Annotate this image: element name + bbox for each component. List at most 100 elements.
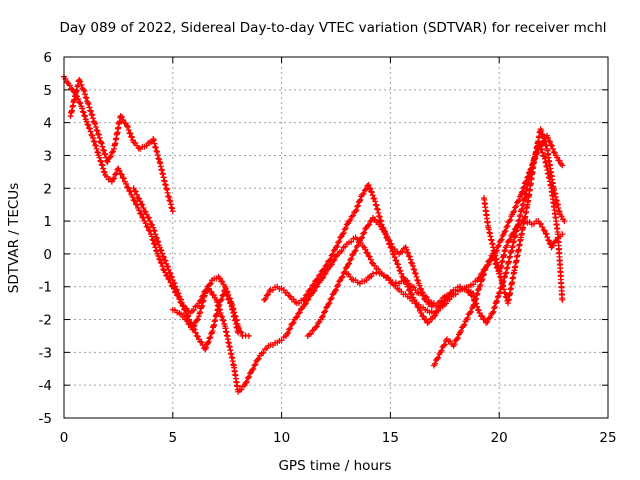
data-point-track-b: [80, 86, 87, 93]
data-point-track-e: [376, 213, 383, 220]
data-point-track-f: [367, 218, 374, 225]
data-point-track-a: [111, 175, 118, 182]
data-point-track-c: [160, 254, 167, 261]
data-point-track-j: [493, 299, 500, 306]
data-point-track-c: [193, 332, 200, 339]
data-point-track-f: [323, 304, 330, 311]
data-point-track-a: [252, 361, 259, 368]
data-point-track-e: [393, 257, 400, 264]
data-point-track-a: [218, 313, 225, 320]
data-point-track-a: [99, 162, 106, 169]
data-point-track-a: [286, 326, 293, 333]
data-point-track-d: [201, 293, 208, 300]
data-point-track-a: [137, 210, 144, 217]
data-point-track-e: [308, 286, 315, 293]
data-point-track-a: [260, 349, 267, 356]
data-point-track-j: [483, 319, 490, 326]
data-point-track-c: [182, 306, 189, 313]
data-point-track-c: [192, 329, 199, 336]
data-point-track-f: [362, 225, 369, 232]
data-point-track-f: [322, 308, 329, 315]
data-point-track-b: [77, 78, 84, 85]
data-point-track-c: [143, 211, 150, 218]
data-point-track-d: [231, 312, 238, 319]
data-point-track-a: [126, 187, 133, 194]
data-point-track-a: [278, 337, 285, 344]
data-point-track-d: [233, 317, 240, 324]
data-point-track-h: [487, 256, 494, 263]
data-point-track-a: [217, 309, 224, 316]
data-point-track-f: [408, 259, 415, 266]
x-tick-label: 0: [60, 430, 69, 446]
data-point-track-a: [144, 224, 151, 231]
data-point-track-d: [231, 309, 238, 316]
data-point-track-a: [287, 325, 294, 332]
data-point-track-b: [87, 108, 94, 115]
x-tick-label: 5: [169, 430, 178, 446]
data-point-track-j: [535, 139, 542, 146]
data-point-track-c: [151, 228, 158, 235]
data-point-track-f: [328, 295, 335, 302]
data-point-track-a: [95, 149, 102, 156]
data-point-track-e: [374, 206, 381, 213]
data-point-track-c: [155, 238, 162, 245]
data-point-track-b: [89, 112, 96, 119]
data-point-track-a: [512, 204, 519, 211]
data-point-track-h: [473, 291, 480, 298]
data-point-track-a: [518, 189, 525, 196]
data-point-track-c: [168, 274, 175, 281]
data-point-track-f: [414, 277, 421, 284]
data-point-track-h: [434, 355, 441, 362]
data-point-track-e: [413, 300, 420, 307]
data-point-track-e: [398, 270, 405, 277]
y-tick-label: -5: [39, 411, 52, 427]
data-point-track-a: [90, 138, 97, 145]
grid-lines: [64, 57, 608, 418]
data-point-track-b: [88, 111, 95, 118]
data-point-track-b: [95, 131, 102, 138]
data-point-track-f: [358, 235, 365, 242]
data-point-track-d: [196, 310, 203, 317]
data-point-track-c: [172, 283, 179, 290]
data-point-track-j: [484, 318, 491, 325]
data-point-track-c: [144, 214, 151, 221]
data-point-track-b: [100, 146, 107, 153]
data-point-track-d: [186, 321, 193, 328]
data-point-track-h: [507, 236, 514, 243]
data-point-track-b: [95, 131, 102, 138]
data-point-track-e: [343, 221, 350, 228]
data-point-track-f: [405, 249, 412, 256]
data-point-track-a: [125, 184, 132, 191]
data-point-track-g: [435, 303, 442, 310]
data-point-track-e: [368, 189, 375, 196]
data-point-track-c: [139, 201, 146, 208]
data-point-track-a: [86, 125, 93, 132]
data-point-track-e: [335, 239, 342, 246]
data-point-track-h: [549, 242, 556, 249]
data-point-track-h: [454, 335, 461, 342]
data-point-track-f: [359, 234, 366, 241]
data-point-track-b: [155, 155, 162, 162]
data-point-track-c: [162, 257, 169, 264]
data-point-track-d: [245, 332, 252, 339]
data-point-track-j: [491, 303, 498, 310]
data-point-track-c: [173, 286, 180, 293]
data-point-track-c: [131, 187, 138, 194]
data-point-track-d: [199, 298, 206, 305]
data-point-track-h: [478, 277, 485, 284]
data-point-track-a: [320, 274, 327, 281]
data-point-track-h: [461, 321, 468, 328]
data-point-track-g: [392, 279, 399, 286]
data-point-track-a: [123, 180, 130, 187]
data-point-track-c: [205, 338, 212, 345]
data-point-track-a: [81, 112, 88, 119]
data-point-track-j: [496, 290, 503, 297]
data-point-track-e: [415, 304, 422, 311]
data-point-track-e: [355, 202, 362, 209]
data-point-track-b: [118, 114, 125, 121]
data-point-track-a: [120, 175, 127, 182]
data-point-track-a: [249, 367, 256, 374]
data-point-track-a: [136, 207, 143, 214]
data-point-track-b: [150, 136, 157, 143]
data-point-track-f: [312, 324, 319, 331]
